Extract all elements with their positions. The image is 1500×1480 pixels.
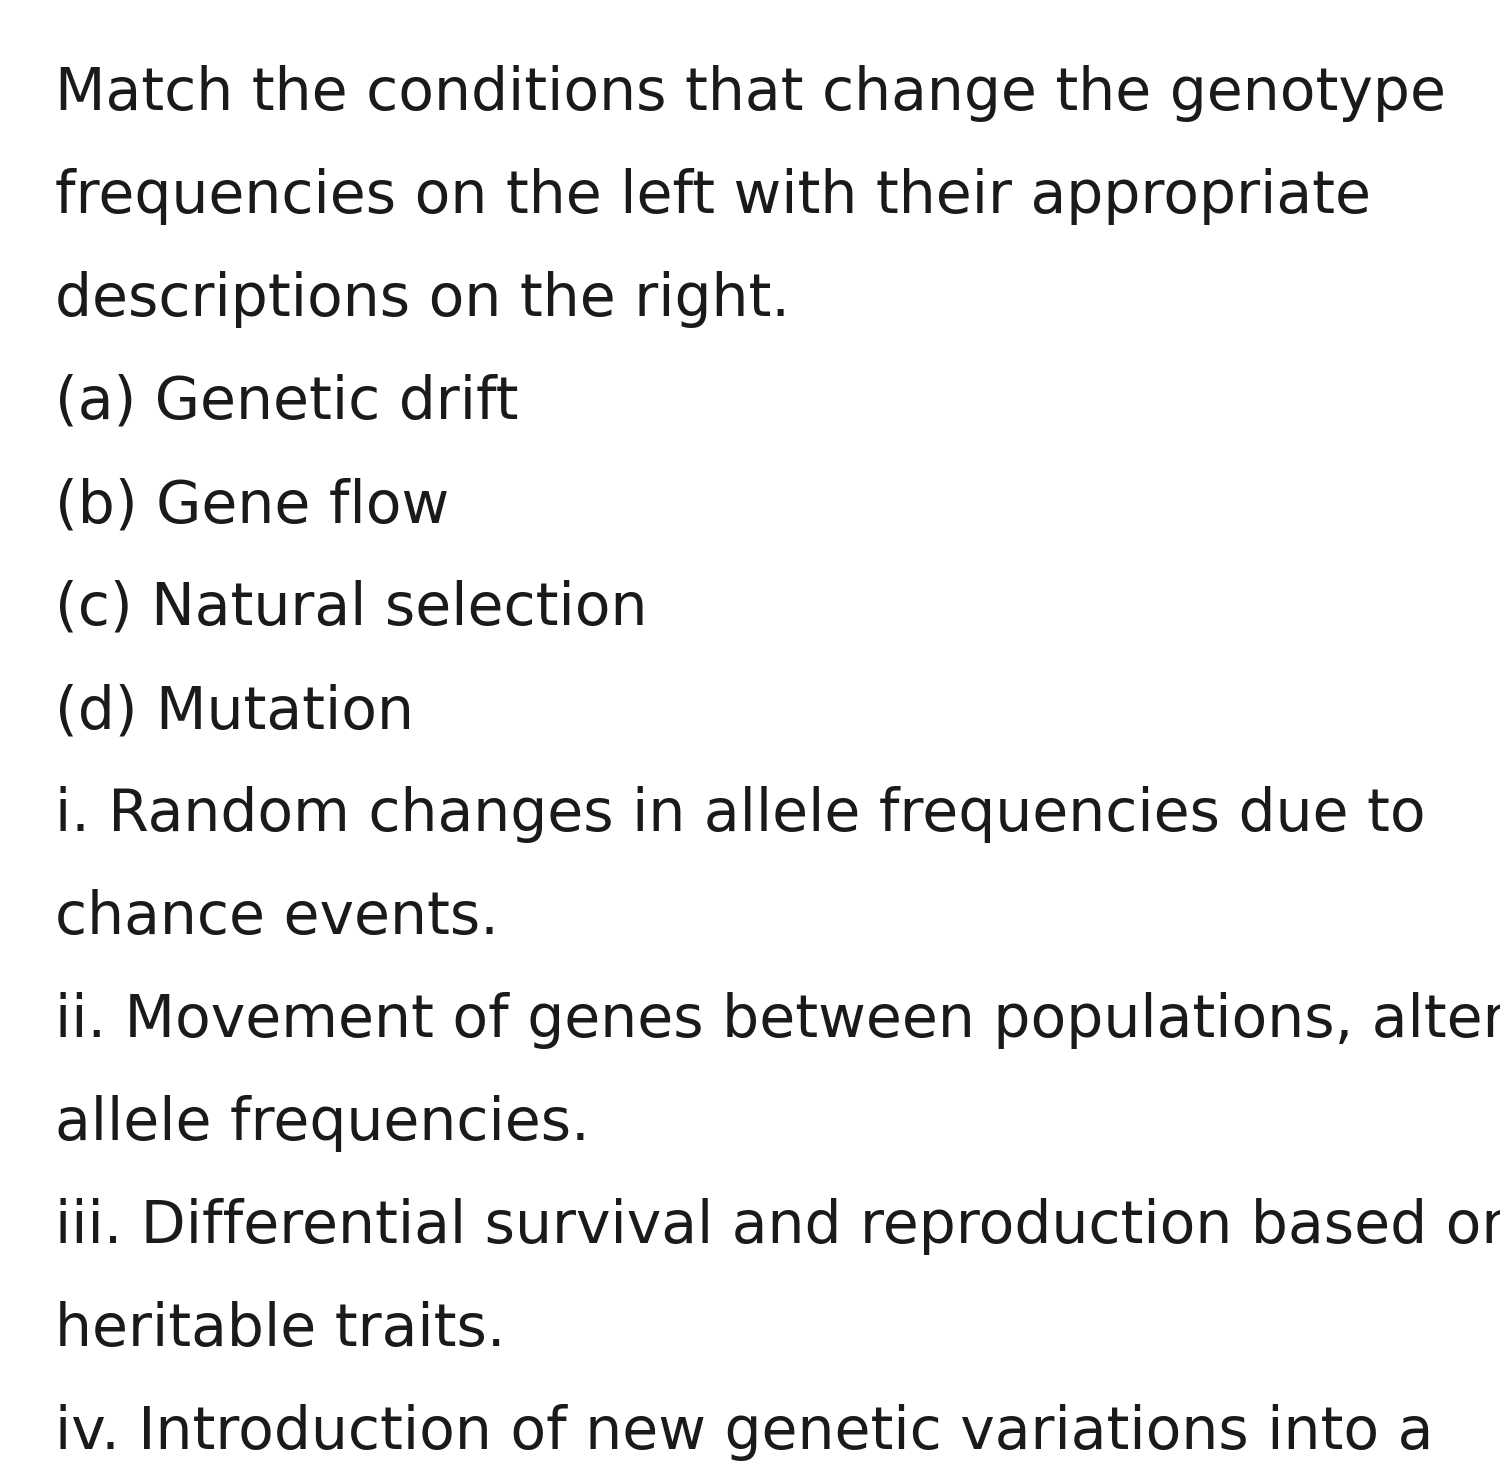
Text: descriptions on the right.: descriptions on the right.	[56, 271, 791, 329]
Text: Match the conditions that change the genotype: Match the conditions that change the gen…	[56, 65, 1446, 121]
Text: i. Random changes in allele frequencies due to: i. Random changes in allele frequencies …	[56, 786, 1425, 844]
Text: (a) Genetic drift: (a) Genetic drift	[56, 374, 519, 431]
Text: iii. Differential survival and reproduction based on: iii. Differential survival and reproduct…	[56, 1197, 1500, 1255]
Text: chance events.: chance events.	[56, 889, 498, 946]
Text: (c) Natural selection: (c) Natural selection	[56, 580, 648, 636]
Text: allele frequencies.: allele frequencies.	[56, 1095, 590, 1151]
Text: (d) Mutation: (d) Mutation	[56, 682, 414, 740]
Text: iv. Introduction of new genetic variations into a: iv. Introduction of new genetic variatio…	[56, 1405, 1434, 1461]
Text: frequencies on the left with their appropriate: frequencies on the left with their appro…	[56, 169, 1371, 225]
Text: heritable traits.: heritable traits.	[56, 1301, 506, 1359]
Text: (b) Gene flow: (b) Gene flow	[56, 477, 450, 534]
Text: ii. Movement of genes between populations, altering: ii. Movement of genes between population…	[56, 992, 1500, 1049]
